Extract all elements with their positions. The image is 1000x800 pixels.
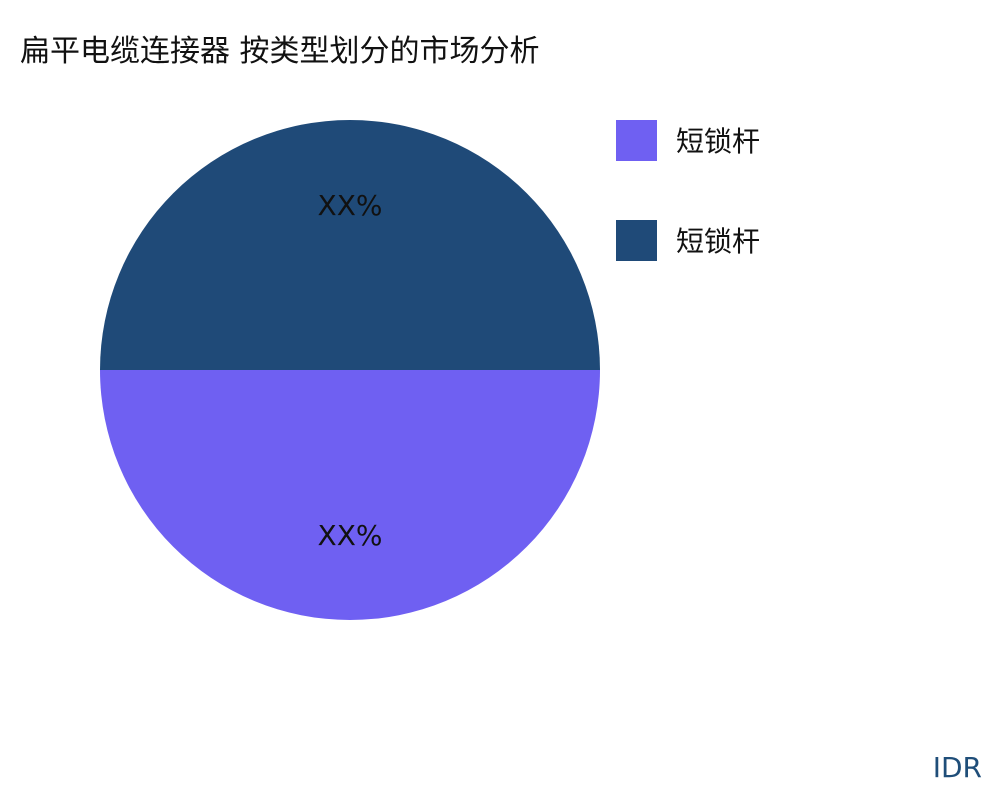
slice-data-label: XX%	[318, 519, 383, 552]
legend-item: 短锁杆	[616, 219, 761, 261]
brand-logo: IDR	[932, 751, 982, 784]
slice-data-label: XX%	[318, 189, 383, 222]
legend-swatch	[616, 119, 657, 161]
legend: 短锁杆 短锁杆	[616, 119, 761, 320]
legend-label: 短锁杆	[676, 225, 761, 258]
legend-swatch	[616, 219, 657, 261]
legend-label: 短锁杆	[676, 125, 761, 158]
legend-item: 短锁杆	[616, 119, 761, 161]
chart-title: 扁平电缆连接器 按类型划分的市场分析	[20, 34, 540, 69]
pie-slice	[100, 370, 600, 620]
pie-slice	[100, 120, 600, 370]
